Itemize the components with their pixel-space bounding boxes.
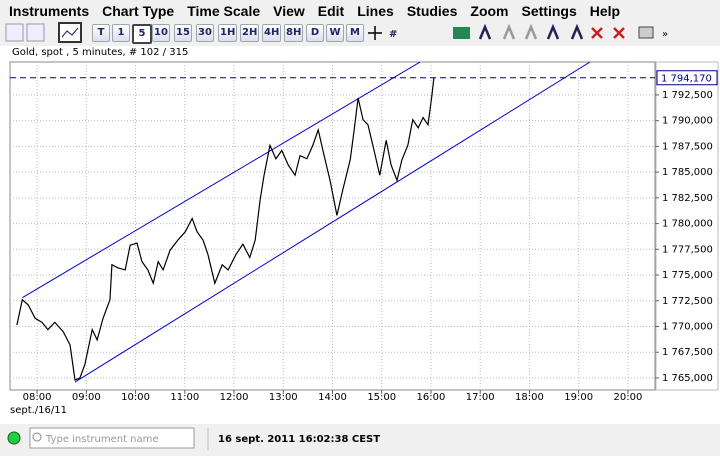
x-tick-label: 18:00: [515, 392, 544, 403]
line-icon[interactable]: [58, 22, 82, 43]
menu-item[interactable]: Settings: [521, 2, 577, 19]
volume-icon[interactable]: [453, 27, 470, 39]
menu-item[interactable]: View: [273, 2, 305, 19]
chart-title: Gold, spot , 5 minutes, # 102 / 315: [12, 47, 188, 58]
trend-line: [74, 62, 591, 383]
last-price-box: [656, 70, 718, 86]
last-price-label: 1 794,170: [661, 74, 712, 85]
crosshair-icon[interactable]: [368, 26, 382, 40]
price-line: [16, 77, 435, 381]
y-tick-label: 1 785,000: [662, 167, 713, 178]
x-tick-label: 17:00: [466, 392, 495, 403]
trend-line: [22, 62, 421, 299]
x-tick-label: 20:00: [614, 392, 643, 403]
price-axis-panel: [655, 61, 719, 391]
menu-item[interactable]: Zoom: [470, 2, 509, 19]
period-button[interactable]: 1H: [218, 24, 238, 42]
y-tick-label: 1 782,500: [662, 193, 713, 204]
y-tick-label: 1 772,500: [662, 296, 713, 307]
menu-item[interactable]: Chart Type: [102, 2, 175, 19]
y-tick-label: 1 777,500: [662, 244, 713, 255]
x-tick-label: 10:00: [121, 392, 150, 403]
x-tick-label: 15:00: [367, 392, 396, 403]
period-button[interactable]: 2H: [240, 24, 260, 42]
period-button[interactable]: 15: [174, 24, 192, 42]
trend-icons-disabled: [502, 23, 538, 40]
period-button[interactable]: 1: [112, 24, 130, 42]
delete-icons[interactable]: [591, 27, 625, 39]
menu-item[interactable]: Help: [589, 2, 621, 19]
menu-item[interactable]: Time Scale: [187, 2, 261, 19]
search-placeholder: Type instrument name: [45, 434, 159, 445]
y-tick-label: 1 765,000: [662, 373, 713, 384]
y-tick-label: 1 775,000: [662, 270, 713, 281]
period-button[interactable]: 30: [196, 24, 214, 42]
period-button[interactable]: M: [346, 24, 364, 42]
period-button[interactable]: W: [326, 24, 344, 42]
x-tick-label: 11:00: [170, 392, 199, 403]
y-tick-label: 1 790,000: [662, 116, 713, 127]
line-icon-glyph: [61, 27, 79, 38]
x-tick-label: 16:00: [417, 392, 446, 403]
x-tick-label: 13:00: [269, 392, 298, 403]
status-bar: Type instrument name 16 sept. 2011 16:02…: [0, 426, 720, 456]
status-icons: Type instrument name 16 sept. 2011 16:02…: [7, 427, 380, 450]
menu-bar: Instruments Chart Type Time Scale View Edit L…: [0, 0, 720, 21]
plot-frame: [9, 61, 656, 391]
menu-item[interactable]: Instruments: [9, 2, 90, 19]
print-icon[interactable]: [638, 26, 654, 39]
grid-icon[interactable]: #: [389, 29, 397, 40]
y-tick-label: 1 792,500: [662, 90, 713, 101]
toolbar: # » T 1 5 10 15 30 1H 2H 4H 8H D W M: [0, 21, 720, 45]
x-tick-label: 19:00: [564, 392, 593, 403]
instrument-search[interactable]: [29, 427, 195, 449]
x-tick-label: 08:00: [23, 392, 52, 403]
period-button[interactable]: T: [92, 24, 110, 42]
bar-icon[interactable]: [26, 23, 45, 42]
y-tick-label: 1 780,000: [662, 219, 713, 230]
period-button[interactable]: D: [306, 24, 324, 42]
menu-item[interactable]: Edit: [317, 2, 345, 19]
more-icon[interactable]: »: [662, 29, 668, 40]
x-tick-label: 09:00: [72, 392, 101, 403]
y-tick-label: 1 787,500: [662, 141, 713, 152]
x-date-label: sept./16/11: [10, 405, 67, 416]
connection-indicator: [7, 431, 21, 445]
x-tick-label: 12:00: [220, 392, 249, 403]
search-icon: [32, 432, 42, 442]
x-tick-label: 14:00: [318, 392, 347, 403]
timestamp: 16 sept. 2011 16:02:38 CEST: [218, 434, 380, 445]
period-button[interactable]: 8H: [284, 24, 304, 42]
period-button[interactable]: 5: [132, 24, 152, 44]
menu-item[interactable]: Studies: [406, 2, 458, 19]
menu-item[interactable]: Lines: [357, 2, 394, 19]
period-button[interactable]: 4H: [262, 24, 282, 42]
period-button[interactable]: 10: [152, 24, 170, 42]
trend-icons[interactable]: [478, 23, 584, 40]
y-tick-label: 1 770,000: [662, 321, 713, 332]
toolbar-icons: # »: [5, 22, 668, 43]
y-tick-label: 1 767,500: [662, 347, 713, 358]
candle-icon[interactable]: [5, 23, 24, 42]
